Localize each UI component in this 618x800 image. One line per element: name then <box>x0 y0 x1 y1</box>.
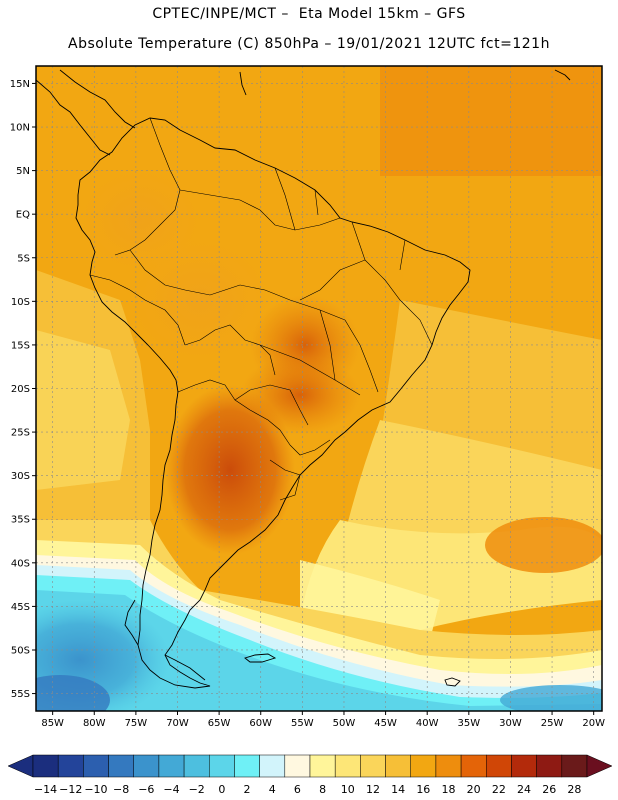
colorbar-swatch <box>234 754 260 778</box>
colorbar-label: 22 <box>492 783 506 796</box>
colorbar-swatch <box>561 754 588 778</box>
colorbar-label: 2 <box>244 783 251 796</box>
lat-tick-label: 35S <box>11 515 30 526</box>
colorbar-label: 8 <box>319 783 326 796</box>
colorbar-over-arrow <box>586 754 613 778</box>
colorbar-label: 24 <box>517 783 531 796</box>
graticule <box>36 66 602 711</box>
colorbar-swatch <box>536 754 563 778</box>
colorbar-label: 14 <box>391 783 405 796</box>
map-title-line2: Absolute Temperature (C) 850hPa – 19/01/… <box>68 36 550 52</box>
colorbar-labels: −14 −12 −10 −8 −6 −4 −2 0 2 4 6 8 10 12 14 16 18 20 22 24 26… <box>34 783 581 796</box>
lon-tick-label: 55W <box>291 718 314 729</box>
colorbar-swatch <box>435 754 462 778</box>
lon-tick-label: 25W <box>541 718 564 729</box>
colorbar-label: 16 <box>416 783 430 796</box>
colorbar-swatch <box>32 754 59 778</box>
lat-tick-label: 5S <box>17 253 30 264</box>
lat-tick-label: 30S <box>11 471 30 482</box>
lon-tick-label: 50W <box>333 718 356 729</box>
colorbar-swatch <box>284 754 311 778</box>
lat-tick-label: 50S <box>11 645 30 656</box>
colorbar-label: 10 <box>341 783 355 796</box>
colorbar-label: 12 <box>366 783 380 796</box>
colorbar-under-arrow <box>7 754 34 778</box>
lon-tick-label: 80W <box>83 718 106 729</box>
map-title-line1: CPTEC/INPE/MCT – Eta Model 15km – GFS <box>152 6 466 22</box>
lat-tick-label: 10S <box>11 297 30 308</box>
colorbar-label: −10 <box>84 783 107 796</box>
colorbar-swatch <box>460 754 487 778</box>
lon-tick-label: 65W <box>208 718 231 729</box>
lat-tick-label: 55S <box>11 689 30 700</box>
colorbar-swatch <box>309 754 336 778</box>
lat-tick-label: 15N <box>10 79 30 90</box>
lon-tick-label: 30W <box>499 718 522 729</box>
colorbar-swatch <box>410 754 437 778</box>
colorbar-label: −8 <box>113 783 129 796</box>
colorbar-swatch <box>511 754 537 778</box>
lon-tick-label: 40W <box>416 718 439 729</box>
colorbar-label: 20 <box>467 783 481 796</box>
lon-tick-label: 85W <box>41 718 64 729</box>
colorbar-label: 6 <box>294 783 301 796</box>
colorbar-swatch <box>108 754 134 778</box>
colorbar-label: −14 <box>34 783 57 796</box>
colorbar-label: −4 <box>163 783 179 796</box>
lat-tick-label: 15S <box>11 340 30 351</box>
colorbar-label: 26 <box>542 783 556 796</box>
colorbar-swatch <box>57 754 84 778</box>
colorbar <box>7 754 613 778</box>
country-borders <box>89 117 433 501</box>
colorbar-swatch <box>334 754 361 778</box>
lon-tick-label: 45W <box>374 718 397 729</box>
colorbar-label: 4 <box>269 783 276 796</box>
lon-tick-label: 75W <box>125 718 148 729</box>
colorbar-label: −6 <box>138 783 154 796</box>
colorbar-swatch <box>158 754 185 778</box>
colorbar-label: −12 <box>59 783 82 796</box>
temperature-field <box>36 66 602 711</box>
colorbar-swatch <box>486 754 512 778</box>
longitude-labels: 85W 80W 75W 70W 65W 60W 55W 50W 45W 40W 35W 30W 25W 2… <box>41 718 605 729</box>
lat-tick-label: 5N <box>16 166 30 177</box>
colorbar-swatch <box>83 754 109 778</box>
colorbar-label: −2 <box>189 783 205 796</box>
colorbar-swatch <box>259 754 286 778</box>
colorbar-swatch <box>133 754 160 778</box>
lat-tick-label: 40S <box>11 558 30 569</box>
colorbar-label: 18 <box>442 783 456 796</box>
colorbar-label: 28 <box>567 783 581 796</box>
lat-tick-label: 20S <box>11 384 30 395</box>
lon-tick-label: 35W <box>458 718 481 729</box>
lat-tick-label: 10N <box>10 123 30 134</box>
colorbar-swatch <box>209 754 235 778</box>
lon-tick-label: 70W <box>166 718 189 729</box>
latitude-labels: 15N 10N 5N EQ 5S 10S 15S 20S 25S 30S 35S 40S 45S 50S 5… <box>10 79 30 700</box>
colorbar-swatch <box>385 754 411 778</box>
lat-tick-label: EQ <box>16 210 30 221</box>
axis-ticks <box>32 82 595 715</box>
colorbar-swatch <box>360 754 386 778</box>
lon-tick-label: 60W <box>249 718 272 729</box>
colorbar-label: 0 <box>218 783 225 796</box>
coastline <box>36 69 571 689</box>
lon-tick-label: 20W <box>582 718 605 729</box>
colorbar-swatch <box>183 754 210 778</box>
lat-tick-label: 25S <box>11 428 30 439</box>
lat-tick-label: 45S <box>11 602 30 613</box>
